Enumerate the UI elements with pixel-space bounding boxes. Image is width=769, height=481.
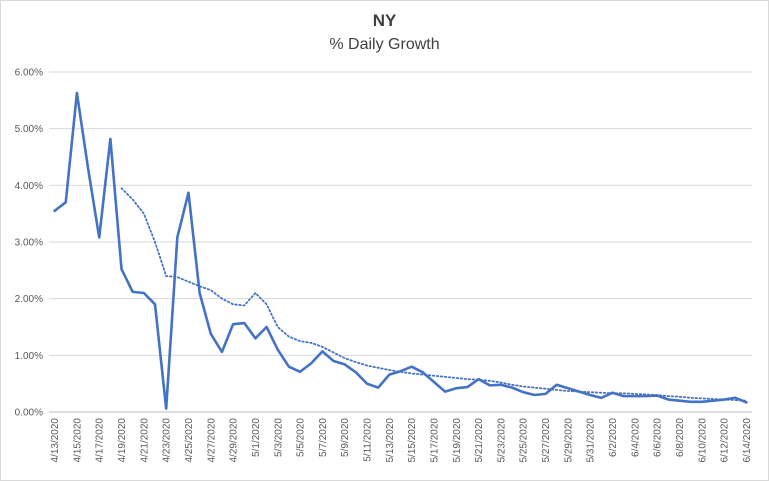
chart-title: NY bbox=[372, 11, 397, 30]
y-tick-label: 3.00% bbox=[15, 238, 43, 249]
x-tick-label: 5/7/2020 bbox=[318, 418, 329, 457]
x-tick-label: 5/31/2020 bbox=[586, 418, 597, 463]
trendline-series bbox=[120, 187, 748, 402]
x-tick-label: 5/1/2020 bbox=[251, 418, 262, 457]
x-tick-label: 5/19/2020 bbox=[452, 418, 463, 463]
x-tick-label: 4/13/2020 bbox=[50, 418, 61, 463]
x-tick-label: 6/4/2020 bbox=[630, 418, 641, 457]
x-tick-label: 6/8/2020 bbox=[675, 418, 686, 457]
y-tick-label: 1.00% bbox=[15, 351, 43, 362]
chart-subtitle: % Daily Growth bbox=[329, 36, 440, 53]
x-tick-label: 6/6/2020 bbox=[653, 418, 664, 457]
x-tick-label: 6/10/2020 bbox=[697, 418, 708, 463]
x-tick-label: 5/27/2020 bbox=[541, 418, 552, 463]
x-tick-label: 4/29/2020 bbox=[229, 418, 240, 463]
x-tick-label: 5/11/2020 bbox=[363, 418, 374, 462]
y-tick-label: 2.00% bbox=[15, 294, 43, 305]
x-tick-label: 4/23/2020 bbox=[162, 418, 173, 463]
x-tick-label: 5/25/2020 bbox=[519, 418, 530, 463]
y-tick-label: 5.00% bbox=[15, 124, 43, 135]
x-tick-label: 4/15/2020 bbox=[72, 418, 83, 463]
x-tick-label: 5/5/2020 bbox=[296, 418, 307, 457]
y-tick-label: 6.00% bbox=[15, 68, 43, 79]
x-tick-label: 6/12/2020 bbox=[720, 418, 731, 463]
x-tick-label: 5/9/2020 bbox=[340, 418, 351, 457]
x-tick-label: 5/23/2020 bbox=[496, 418, 507, 463]
y-tick-label: 0.00% bbox=[15, 408, 43, 419]
x-tick-label: 4/19/2020 bbox=[117, 418, 128, 463]
y-tick-label: 4.00% bbox=[15, 181, 43, 192]
x-tick-label: 4/25/2020 bbox=[184, 418, 195, 463]
x-tick-label: 4/17/2020 bbox=[95, 418, 106, 463]
x-tick-label: 4/27/2020 bbox=[206, 418, 217, 463]
x-tick-label: 6/14/2020 bbox=[742, 418, 753, 463]
x-tick-label: 6/2/2020 bbox=[608, 418, 619, 457]
x-tick-label: 4/21/2020 bbox=[139, 418, 150, 463]
x-tick-label: 5/3/2020 bbox=[273, 418, 284, 457]
x-tick-label: 5/29/2020 bbox=[563, 418, 574, 463]
x-tick-label: 5/21/2020 bbox=[474, 418, 485, 463]
x-tick-label: 5/13/2020 bbox=[385, 418, 396, 463]
x-tick-label: 5/15/2020 bbox=[407, 418, 418, 463]
x-tick-label: 5/17/2020 bbox=[429, 418, 440, 463]
